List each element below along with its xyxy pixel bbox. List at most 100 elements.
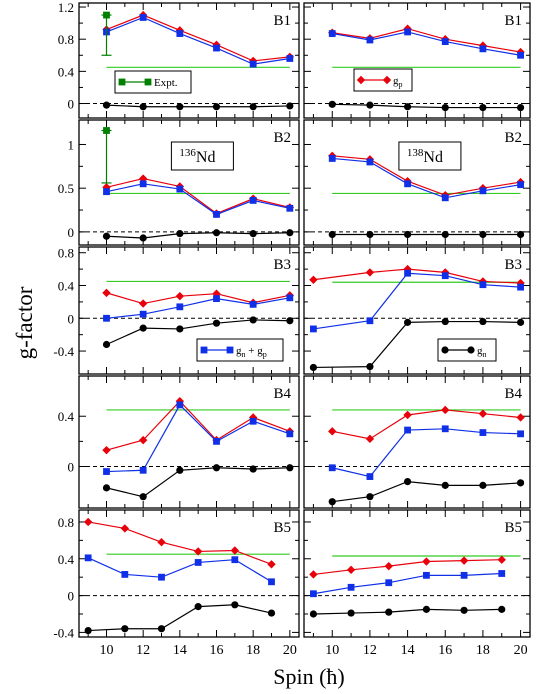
series-line [332,409,521,440]
data-point [328,498,336,506]
data-point [366,363,374,371]
panel-l1: 0 0.4 0.8 1.2 B1 Expt. [58,0,300,119]
data-point [213,211,220,218]
data-point [328,100,336,108]
data-point [441,481,449,489]
data-point [249,60,257,68]
y-axis-label: g-factor [12,286,37,359]
y-tick-label: 0.4 [58,409,75,424]
data-point [103,188,110,196]
data-point [231,556,239,564]
series-gn-plus-gp [310,269,524,333]
panel-r5: 10 12 14 16 18 20 B5 [303,509,531,658]
data-point [268,578,275,586]
series-line [106,16,290,65]
data-point [498,605,506,613]
series-line [106,400,291,451]
series-line [88,521,272,565]
data-point [249,316,257,324]
series-line [332,428,521,478]
series-gn-plus-gp [310,570,506,598]
data-point [404,180,411,188]
data-point [194,603,202,611]
series-gn [309,605,506,618]
y-tick-label: 1 [68,137,75,152]
data-point [310,325,317,333]
data-point [176,401,184,409]
series-line [313,608,502,615]
panel-r1: B1 gp [303,2,531,119]
panel-frame [78,509,300,638]
series-line [332,480,521,503]
nucleus-label-box [398,141,462,171]
series-line [332,31,521,56]
data-point [347,609,355,617]
data-point [366,158,374,166]
data-point [249,197,257,204]
data-point [365,268,375,277]
panel-r3: B3 gn [303,246,531,375]
data-point [102,445,111,455]
data-point [249,230,257,238]
legend-box [114,70,192,94]
series-gn [102,101,294,111]
data-point [286,294,294,302]
band-label: B3 [504,257,522,273]
series-line [313,272,521,330]
series-line [313,572,502,595]
data-point [212,319,221,327]
data-point [286,55,294,62]
legend-label: Expt. [154,77,178,89]
y-tick-label: 0.4 [58,552,75,567]
series-gn [328,100,525,112]
data-point [347,583,355,591]
x-tick-label: 10 [100,643,114,658]
series-line [106,177,290,215]
data-point [102,484,111,492]
series-gn [309,317,525,372]
data-point [385,579,393,587]
data-point [249,103,257,111]
data-point [441,103,449,112]
series-gn-plus-gp [103,294,294,322]
legend-marker [226,346,234,354]
series-gn-plus-gp [103,401,294,475]
data-point [328,155,336,162]
panel-frame [303,2,531,119]
legend-marker [200,346,208,354]
data-point [346,565,356,575]
data-point [404,269,411,277]
data-point [385,608,393,616]
band-label: B1 [273,13,291,29]
panel-frame [303,509,531,638]
data-point [213,295,220,303]
series-line [106,104,290,108]
data-point [231,601,239,609]
series-gn-plus-gp [103,180,294,218]
x-axis-label: Spin (ħ) [273,664,345,689]
data-point [441,194,449,202]
data-point [157,625,166,633]
panel-frame [78,119,300,246]
data-point [309,275,318,284]
data-point [403,103,412,111]
series-gp [309,555,506,579]
data-point [212,229,221,237]
data-point [517,430,524,438]
y-tick-label: 0.8 [58,32,74,47]
data-point [365,434,375,444]
y-tick-label: 0.8 [58,515,74,530]
data-point [366,317,374,325]
legend-marker [118,78,126,86]
band-label: B4 [273,386,291,402]
data-point [422,605,431,613]
series-line [106,183,290,216]
data-point [139,493,147,501]
x-tick-label: 20 [514,643,528,658]
data-point [193,547,203,556]
legend-label: gn [477,345,487,359]
data-point [459,556,469,565]
band-label: B4 [504,386,522,402]
band-label: B3 [273,257,291,273]
